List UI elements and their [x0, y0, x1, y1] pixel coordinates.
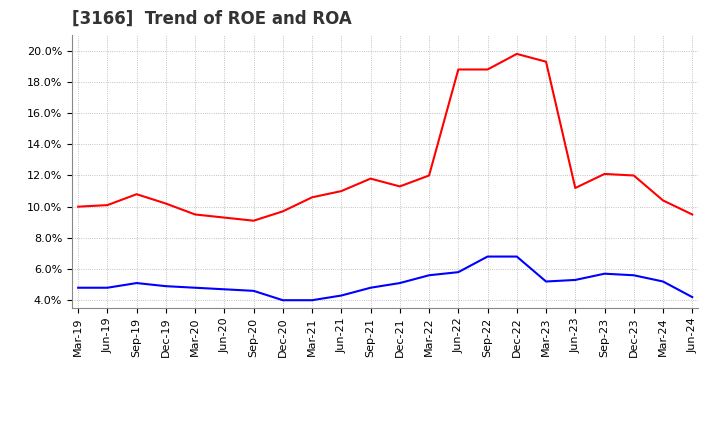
ROA — [483, 254, 492, 259]
ROA — [279, 297, 287, 303]
ROE — [161, 201, 170, 206]
ROE — [337, 188, 346, 194]
ROE — [132, 191, 141, 197]
ROE — [483, 67, 492, 72]
ROA — [600, 271, 609, 276]
ROA — [249, 288, 258, 293]
ROE — [454, 67, 463, 72]
ROA — [366, 285, 375, 290]
ROE — [659, 198, 667, 203]
ROA — [395, 280, 404, 286]
ROE — [74, 204, 83, 209]
ROE — [688, 212, 696, 217]
Line: ROA: ROA — [78, 257, 692, 300]
ROA — [132, 280, 141, 286]
ROA — [571, 277, 580, 282]
ROA — [659, 279, 667, 284]
Text: [3166]  Trend of ROE and ROA: [3166] Trend of ROE and ROA — [72, 10, 352, 28]
ROA — [161, 283, 170, 289]
ROE — [513, 51, 521, 57]
ROE — [366, 176, 375, 181]
ROA — [103, 285, 112, 290]
ROE — [629, 173, 638, 178]
ROA — [688, 294, 696, 300]
ROA — [454, 270, 463, 275]
ROA — [191, 285, 199, 290]
ROA — [337, 293, 346, 298]
ROE — [541, 59, 550, 64]
ROE — [571, 185, 580, 191]
ROA — [541, 279, 550, 284]
ROE — [600, 171, 609, 176]
ROA — [425, 273, 433, 278]
ROA — [220, 286, 229, 292]
Line: ROE: ROE — [78, 54, 692, 221]
ROA — [74, 285, 83, 290]
ROE — [103, 202, 112, 208]
ROA — [629, 273, 638, 278]
ROA — [307, 297, 316, 303]
ROE — [425, 173, 433, 178]
ROE — [249, 218, 258, 224]
ROE — [395, 184, 404, 189]
ROE — [220, 215, 229, 220]
ROE — [191, 212, 199, 217]
ROE — [307, 194, 316, 200]
ROE — [279, 209, 287, 214]
ROA — [513, 254, 521, 259]
